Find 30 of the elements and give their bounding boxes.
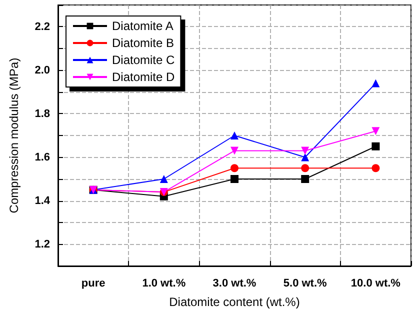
point [372,127,380,136]
y-tick-label: 2.0 [34,64,50,76]
point [301,175,310,183]
point [230,175,238,183]
y-tick-label: 1.6 [34,151,50,164]
point [160,175,168,183]
point [230,146,238,155]
point [372,79,380,88]
y-tick-label: 2.2 [34,20,50,33]
y-tick-label: 1.8 [34,108,50,120]
y-tick-label: 1.4 [34,194,51,207]
point [230,164,238,172]
x-tick-label: 5.0 wt.% [283,278,328,290]
legend-label: Diatomite A [112,19,174,33]
legend-label: Diatomite B [112,36,174,50]
point [372,142,380,150]
x-tick-label: 3.0 wt.% [212,278,256,290]
point [372,164,380,172]
point [301,146,310,155]
y-tick-label: 1.2 [34,238,50,250]
legend-label: Diatomite C [112,53,176,67]
point [301,153,310,162]
point [301,164,310,172]
x-tick-label: pure [81,278,106,290]
x-tick-label: 1.0 wt.% [142,278,186,290]
x-tick-label: 10.0 wt.% [350,278,401,290]
x-axis-title: Diatomite content (wt.%) [169,295,300,309]
y-axis-title: Compression modulus (MPa) [7,58,21,214]
point [230,132,238,140]
legend-label: Diatomite D [112,70,176,84]
